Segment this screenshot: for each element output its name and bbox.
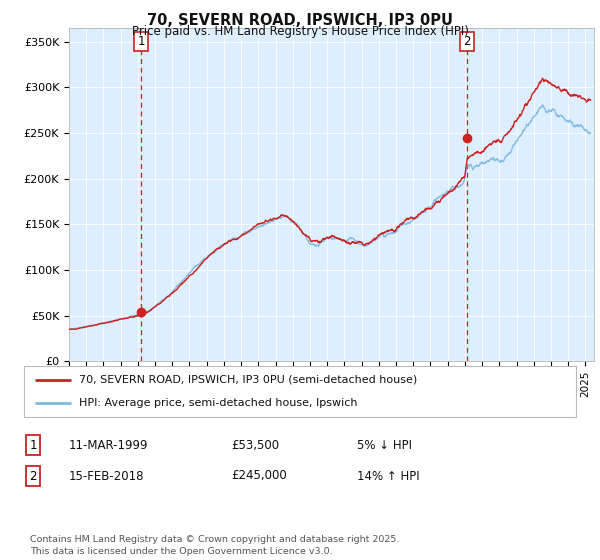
Text: 14% ↑ HPI: 14% ↑ HPI: [357, 469, 419, 483]
Text: 15-FEB-2018: 15-FEB-2018: [69, 469, 145, 483]
Text: 70, SEVERN ROAD, IPSWICH, IP3 0PU (semi-detached house): 70, SEVERN ROAD, IPSWICH, IP3 0PU (semi-…: [79, 375, 418, 385]
Text: HPI: Average price, semi-detached house, Ipswich: HPI: Average price, semi-detached house,…: [79, 398, 358, 408]
Text: £245,000: £245,000: [231, 469, 287, 483]
Text: Contains HM Land Registry data © Crown copyright and database right 2025.
This d: Contains HM Land Registry data © Crown c…: [30, 535, 400, 556]
Text: 2: 2: [29, 469, 37, 483]
Text: 1: 1: [29, 438, 37, 452]
Text: £53,500: £53,500: [231, 438, 279, 452]
Text: Price paid vs. HM Land Registry's House Price Index (HPI): Price paid vs. HM Land Registry's House …: [131, 25, 469, 38]
Text: 70, SEVERN ROAD, IPSWICH, IP3 0PU: 70, SEVERN ROAD, IPSWICH, IP3 0PU: [147, 13, 453, 28]
Text: 11-MAR-1999: 11-MAR-1999: [69, 438, 149, 452]
Text: 2: 2: [463, 35, 471, 48]
Text: 1: 1: [137, 35, 145, 48]
Text: 5% ↓ HPI: 5% ↓ HPI: [357, 438, 412, 452]
